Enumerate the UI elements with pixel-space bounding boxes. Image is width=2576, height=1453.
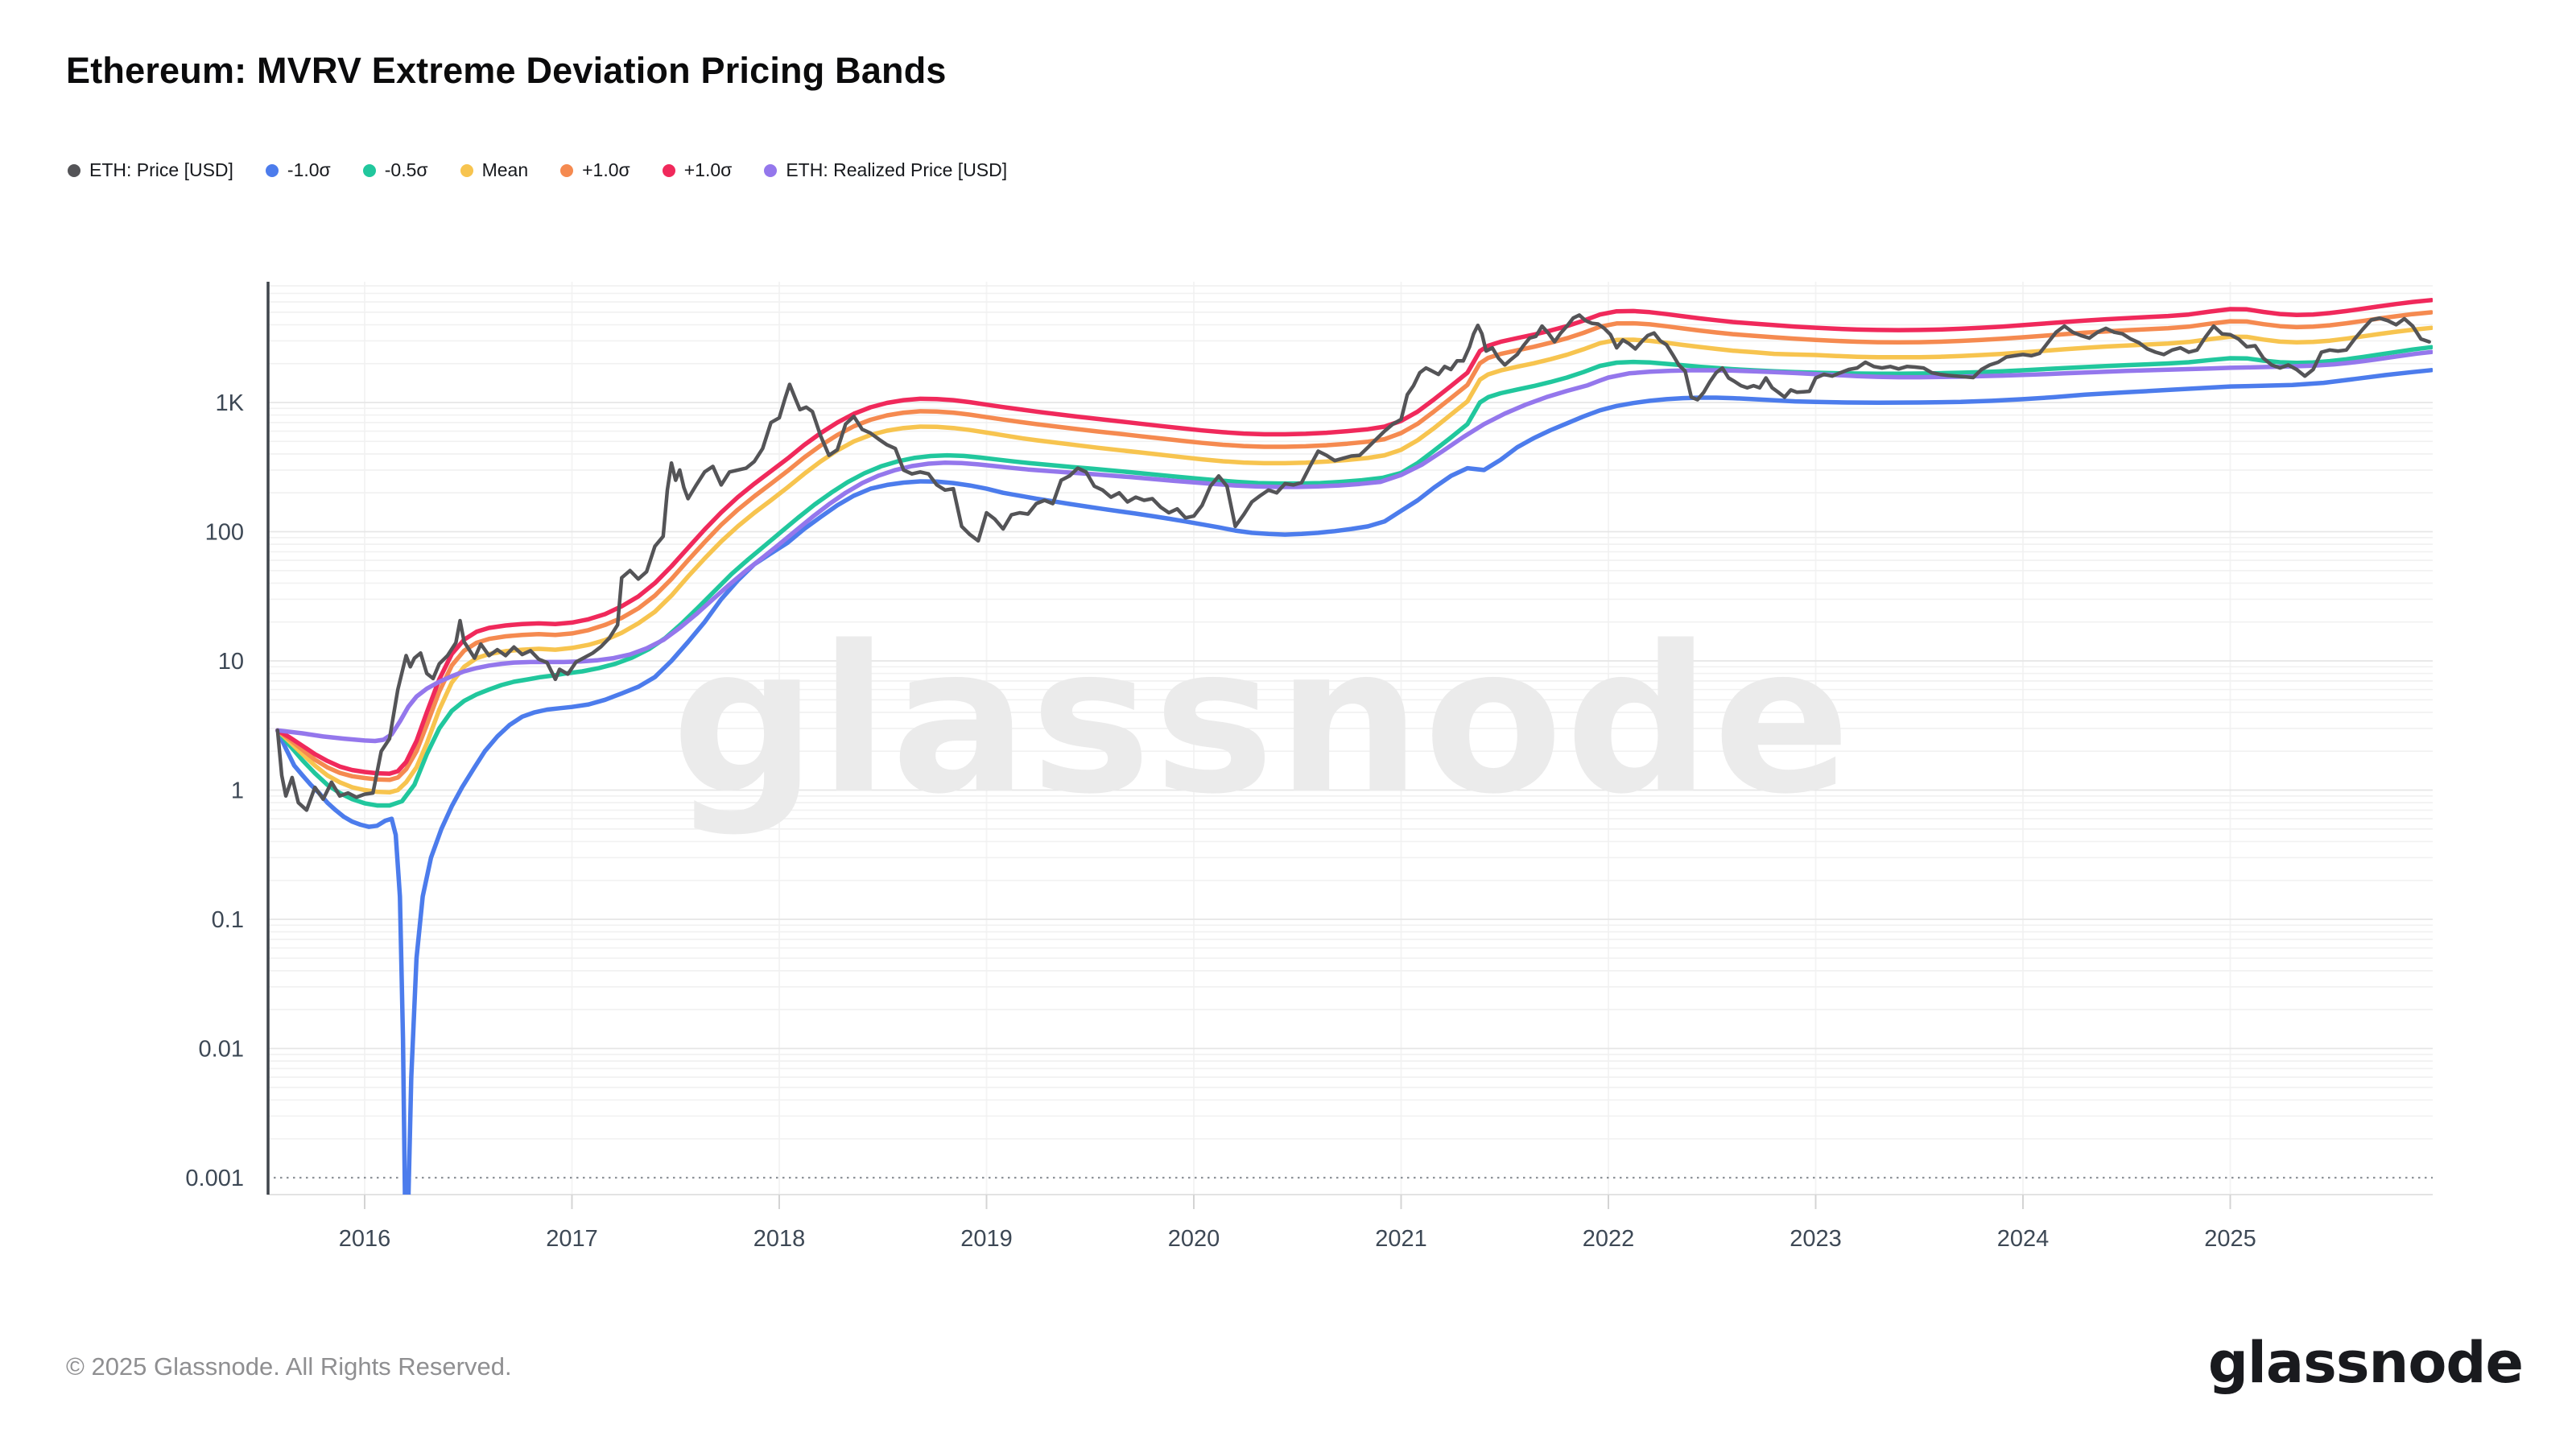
series-line-2 — [275, 345, 2433, 808]
legend-item-label: ETH: Price [USD] — [89, 159, 233, 180]
legend-dot-icon — [560, 163, 574, 177]
glassnode-logo[interactable]: glassnode — [2207, 1330, 2524, 1396]
svg-text:2017: 2017 — [546, 1226, 598, 1252]
svg-text:2022: 2022 — [1583, 1226, 1635, 1252]
svg-text:0.001: 0.001 — [185, 1166, 244, 1191]
legend-item-label: Mean — [481, 159, 529, 180]
svg-text:2016: 2016 — [339, 1226, 391, 1252]
glassnode-watermark: glassnode — [671, 603, 1853, 839]
chart-legend: ETH: Price [USD] -1.0σ -0.5σ Mean +1.0σ +1.0σ… — [68, 159, 1007, 181]
legend-item-5[interactable]: +1.0σ — [560, 159, 630, 181]
legend-item-6[interactable]: +1.0σ — [662, 159, 733, 181]
legend-dot-icon — [764, 163, 778, 177]
legend-item-label: -1.0σ — [287, 159, 331, 180]
legend-item-label: -0.5σ — [384, 159, 428, 180]
legend-item-label: +1.0σ — [683, 159, 733, 180]
legend-dot-icon — [68, 163, 80, 177]
legend-dot-icon — [460, 163, 473, 177]
legend-item-2[interactable]: -1.0σ — [265, 159, 331, 181]
svg-text:2024: 2024 — [1997, 1226, 2050, 1252]
legend-dot-icon — [662, 163, 675, 177]
svg-text:1K: 1K — [216, 390, 245, 416]
legend-dot-icon — [362, 163, 376, 177]
svg-text:10: 10 — [218, 649, 244, 675]
series-line-5 — [275, 298, 2433, 776]
legend-item-3[interactable]: -0.5σ — [362, 159, 428, 181]
svg-text:2023: 2023 — [1790, 1226, 1842, 1252]
series-line-4 — [275, 310, 2433, 782]
legend-item-label: ETH: Realized Price [USD] — [786, 159, 1008, 180]
svg-text:100: 100 — [205, 520, 244, 546]
svg-text:2025: 2025 — [2204, 1226, 2256, 1252]
svg-text:2021: 2021 — [1375, 1226, 1427, 1252]
legend-item-7[interactable]: ETH: Realized Price [USD] — [764, 159, 1007, 181]
svg-text:1: 1 — [231, 778, 244, 804]
legend-item-4[interactable]: Mean — [460, 159, 529, 181]
svg-text:2020: 2020 — [1168, 1226, 1220, 1252]
series-line-7 — [275, 313, 2431, 812]
chart-title: Ethereum: MVRV Extreme Deviation Pricing… — [66, 50, 947, 91]
copyright-text: © 2025 Glassnode. All Rights Reserved. — [66, 1352, 512, 1381]
legend-item-1[interactable]: ETH: Price [USD] — [68, 159, 233, 181]
svg-text:2019: 2019 — [960, 1226, 1013, 1252]
svg-text:0.01: 0.01 — [199, 1037, 244, 1063]
legend-item-label: +1.0σ — [582, 159, 630, 180]
svg-text:2018: 2018 — [753, 1226, 806, 1252]
svg-text:0.1: 0.1 — [212, 907, 244, 933]
legend-dot-icon — [265, 163, 279, 177]
